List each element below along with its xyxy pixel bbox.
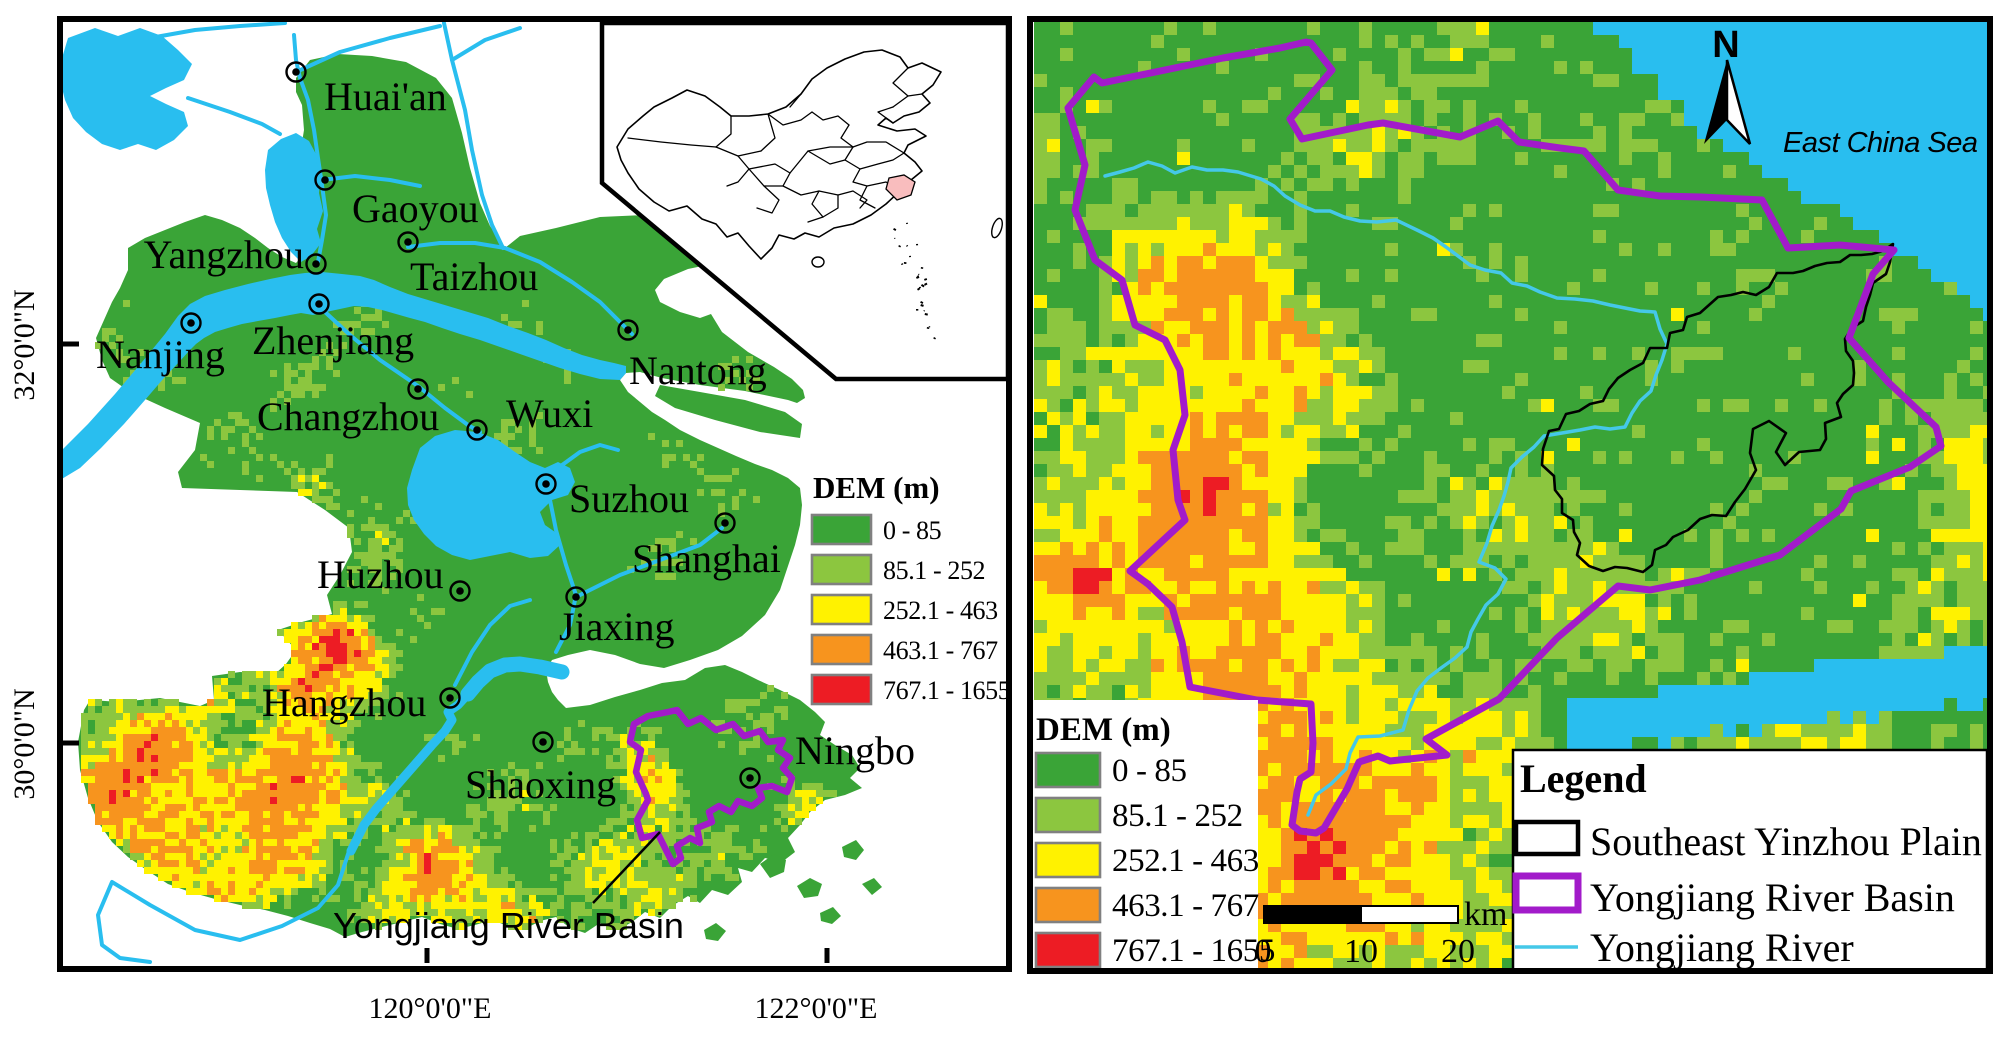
svg-text:120°0'0"E: 120°0'0"E: [369, 992, 492, 1025]
svg-text:Yongjiang River Basin: Yongjiang River Basin: [333, 905, 684, 946]
svg-text:Changzhou: Changzhou: [257, 394, 439, 439]
svg-text:122°0'0"E: 122°0'0"E: [755, 992, 878, 1025]
svg-text:East China Sea: East China Sea: [1783, 127, 1978, 159]
svg-text:km: km: [1464, 896, 1507, 933]
svg-text:463.1 - 767: 463.1 - 767: [1112, 888, 1259, 924]
svg-text:0 - 85: 0 - 85: [1112, 753, 1187, 789]
svg-text:N: N: [1712, 24, 1739, 66]
svg-text:Huai'an: Huai'an: [324, 74, 447, 119]
svg-text:463.1 - 767: 463.1 - 767: [883, 636, 998, 665]
svg-text:767.1 - 1655: 767.1 - 1655: [883, 676, 1010, 705]
svg-text:Wuxi: Wuxi: [506, 391, 593, 436]
svg-text:0: 0: [1255, 933, 1272, 970]
svg-text:30°0'0"N: 30°0'0"N: [8, 688, 41, 799]
svg-text:Hangzhou: Hangzhou: [262, 680, 426, 725]
svg-text:Yangzhou: Yangzhou: [144, 232, 304, 277]
svg-text:Legend: Legend: [1520, 756, 1647, 801]
svg-text:85.1 - 252: 85.1 - 252: [1112, 798, 1243, 834]
svg-text:0 - 85: 0 - 85: [883, 516, 941, 545]
svg-text:252.1 - 463: 252.1 - 463: [883, 596, 998, 625]
svg-text:Yongjiang River Basin: Yongjiang River Basin: [1590, 875, 1955, 920]
svg-text:Nanjing: Nanjing: [96, 332, 225, 377]
svg-text:85.1 - 252: 85.1 - 252: [883, 556, 985, 585]
svg-text:767.1 - 1655: 767.1 - 1655: [1112, 933, 1275, 969]
svg-text:Southeast Yinzhou Plain: Southeast Yinzhou Plain: [1590, 819, 1982, 864]
svg-text:32°0'0"N: 32°0'0"N: [8, 289, 41, 400]
svg-text:DEM (m): DEM (m): [1036, 712, 1171, 748]
svg-text:Suzhou: Suzhou: [569, 476, 689, 521]
svg-text:DEM (m): DEM (m): [813, 470, 940, 505]
svg-text:Huzhou: Huzhou: [317, 552, 444, 597]
svg-text:Nantong: Nantong: [629, 348, 767, 393]
svg-text:Ningbo: Ningbo: [795, 728, 915, 773]
svg-text:Taizhou: Taizhou: [410, 254, 538, 299]
svg-text:Jiaxing: Jiaxing: [559, 604, 675, 649]
svg-text:10: 10: [1344, 933, 1378, 970]
svg-text:Zhenjiang: Zhenjiang: [252, 318, 414, 363]
svg-text:252.1 - 463: 252.1 - 463: [1112, 843, 1259, 879]
svg-text:Gaoyou: Gaoyou: [352, 186, 479, 231]
svg-text:20: 20: [1441, 933, 1475, 970]
svg-text:Shanghai: Shanghai: [632, 536, 781, 581]
svg-text:Yongjiang River: Yongjiang River: [1590, 925, 1854, 970]
svg-text:Shaoxing: Shaoxing: [465, 762, 616, 807]
